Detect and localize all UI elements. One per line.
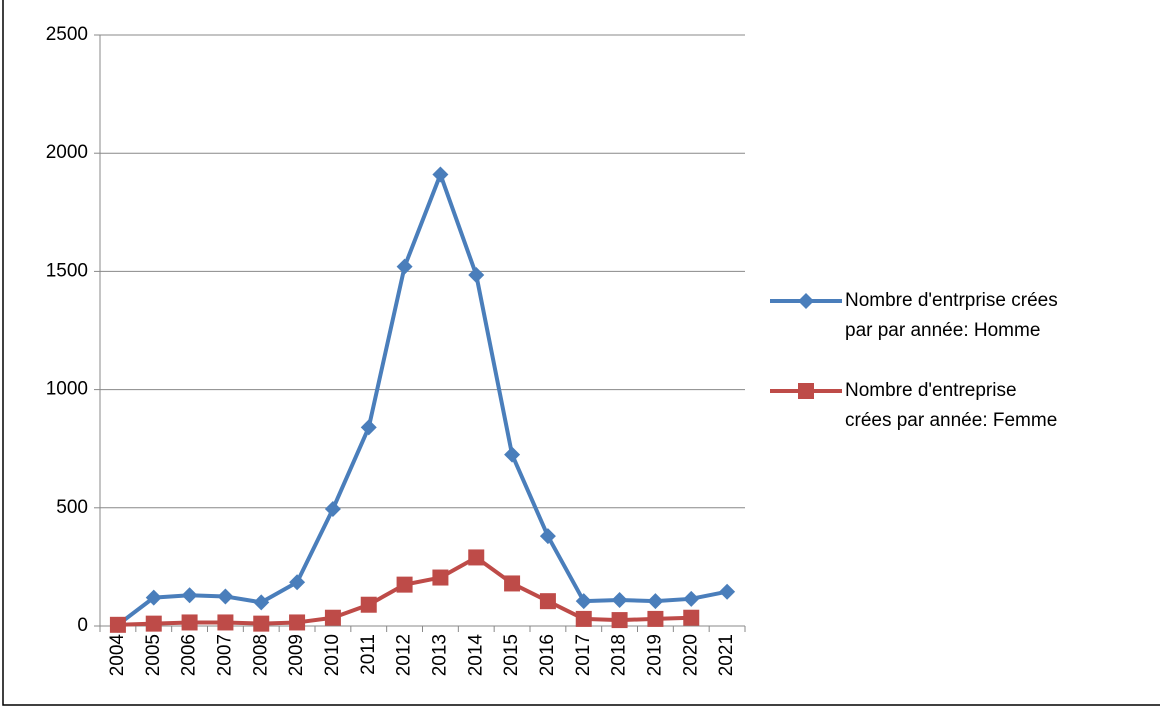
- x-tick-label: 2015: [501, 634, 522, 676]
- marker: [683, 590, 700, 607]
- marker: [253, 594, 270, 611]
- marker: [432, 569, 449, 586]
- legend-marker: [798, 293, 814, 309]
- marker: [109, 616, 126, 633]
- marker: [611, 591, 628, 608]
- legend-marker: [798, 383, 814, 399]
- y-tick-label: 1000: [46, 379, 88, 400]
- marker: [360, 596, 377, 613]
- marker: [217, 588, 234, 605]
- marker: [217, 614, 234, 631]
- marker: [647, 593, 664, 610]
- y-tick-label: 500: [56, 497, 88, 518]
- marker: [432, 166, 449, 183]
- marker: [324, 609, 341, 626]
- legend-label: Nombre d'entreprise crées par année: Fem…: [845, 380, 1058, 431]
- marker: [539, 528, 556, 545]
- marker: [504, 575, 521, 592]
- x-tick-label: 2007: [214, 634, 235, 676]
- x-tick-label: 2009: [286, 634, 307, 676]
- y-tick-label: 2000: [46, 142, 88, 163]
- series-line: [116, 172, 728, 627]
- marker: [289, 574, 306, 591]
- marker: [468, 549, 485, 566]
- marker: [360, 419, 377, 436]
- marker: [253, 615, 270, 632]
- x-tick-label: 2014: [465, 634, 486, 677]
- x-tick-label: 2010: [322, 634, 343, 676]
- marker: [719, 583, 736, 600]
- y-tick-label: 2500: [46, 24, 88, 45]
- marker: [611, 612, 628, 629]
- x-tick-label: 2016: [537, 634, 558, 676]
- x-tick-label: 2012: [394, 634, 415, 676]
- x-tick-label: 2013: [429, 634, 450, 676]
- x-tick-label: 2018: [609, 634, 630, 676]
- x-tick-label: 2019: [644, 634, 665, 676]
- marker: [396, 576, 413, 593]
- legend-label: Nombre d'entrprise crées par par année: …: [845, 290, 1058, 341]
- marker: [289, 614, 306, 631]
- marker: [575, 593, 592, 610]
- x-tick-label: 2008: [250, 634, 271, 676]
- x-tick-label: 2006: [179, 634, 200, 676]
- marker: [539, 593, 556, 610]
- marker: [504, 446, 521, 463]
- marker: [468, 266, 485, 283]
- x-tick-label: 2005: [143, 634, 164, 676]
- marker: [181, 587, 198, 604]
- marker: [145, 589, 162, 606]
- marker: [396, 258, 413, 275]
- marker: [145, 615, 162, 632]
- marker: [324, 500, 341, 517]
- marker: [683, 609, 700, 626]
- x-tick-label: 2004: [107, 634, 128, 677]
- marker: [181, 614, 198, 631]
- marker: [647, 610, 664, 627]
- marker: [575, 610, 592, 627]
- x-tick-label: 2020: [680, 634, 701, 676]
- x-tick-label: 2021: [716, 634, 737, 676]
- y-tick-label: 0: [77, 615, 88, 636]
- x-tick-label: 2011: [358, 634, 379, 675]
- x-tick-label: 2017: [573, 634, 594, 676]
- y-tick-label: 1500: [46, 260, 88, 281]
